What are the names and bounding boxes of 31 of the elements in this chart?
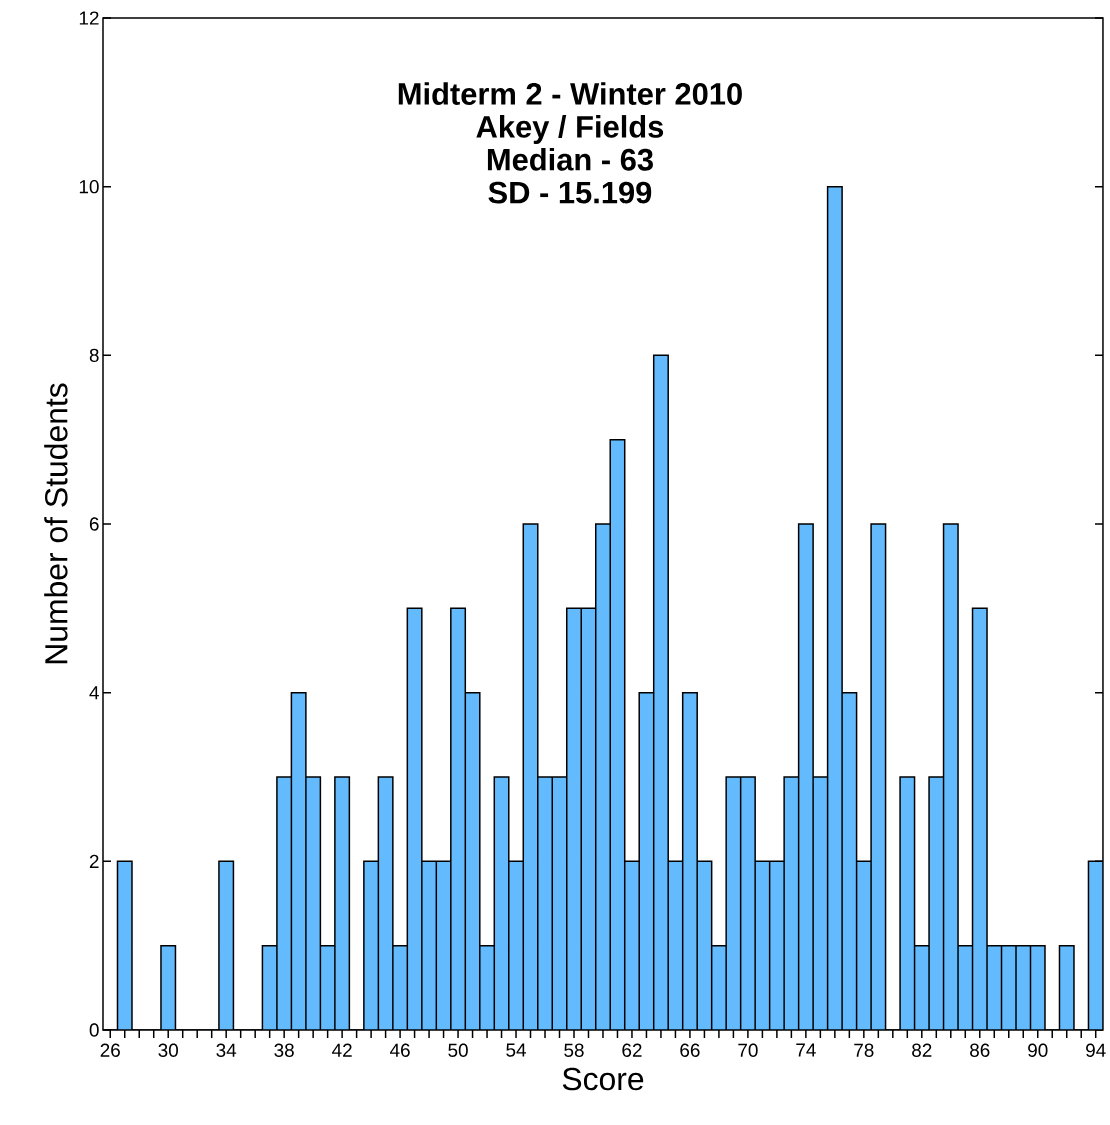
- x-tick-label: 46: [390, 1043, 410, 1057]
- x-tick-label: 90: [1028, 1043, 1048, 1057]
- x-axis-title: Score: [563, 1067, 644, 1091]
- annotation: SD - 15.199: [488, 181, 652, 204]
- x-tick-label: 30: [158, 1043, 179, 1057]
- x-tick-label: 94: [1086, 1043, 1106, 1057]
- x-tick-label: 78: [854, 1043, 874, 1057]
- x-tick-label: 58: [564, 1043, 584, 1057]
- y-tick-label: 10: [80, 179, 99, 194]
- text: Midterm 2 - Winter 2010: [399, 82, 743, 105]
- y-tick-label: 6: [90, 517, 99, 531]
- x-tick-label: 34: [216, 1043, 237, 1057]
- x-tick-label: 82: [912, 1043, 932, 1057]
- x-tick-label: 42: [332, 1043, 352, 1057]
- x-tick-label: 54: [506, 1043, 527, 1057]
- text: Akey / Fields: [476, 115, 664, 144]
- x-tick-label: 26: [100, 1043, 121, 1057]
- y-tick-label: 12: [80, 11, 99, 25]
- y-tick-label: 0: [89, 1023, 99, 1037]
- x-tick-label: 62: [622, 1043, 642, 1057]
- x-tick-label: 86: [970, 1043, 990, 1057]
- y-tick-label: 8: [90, 348, 99, 363]
- x-tick-label: 74: [796, 1043, 817, 1057]
- x-tick-label: 66: [680, 1043, 700, 1057]
- x-tick-label: 50: [448, 1043, 469, 1057]
- x-tick-label: 70: [738, 1043, 758, 1057]
- y-axis-title: Number of Students: [44, 383, 68, 664]
- y-tick-label: 4: [89, 686, 100, 700]
- x-tick-label: 38: [274, 1043, 295, 1057]
- y-tick-label: 2: [90, 854, 99, 868]
- annotation: Median - 63: [488, 147, 654, 171]
